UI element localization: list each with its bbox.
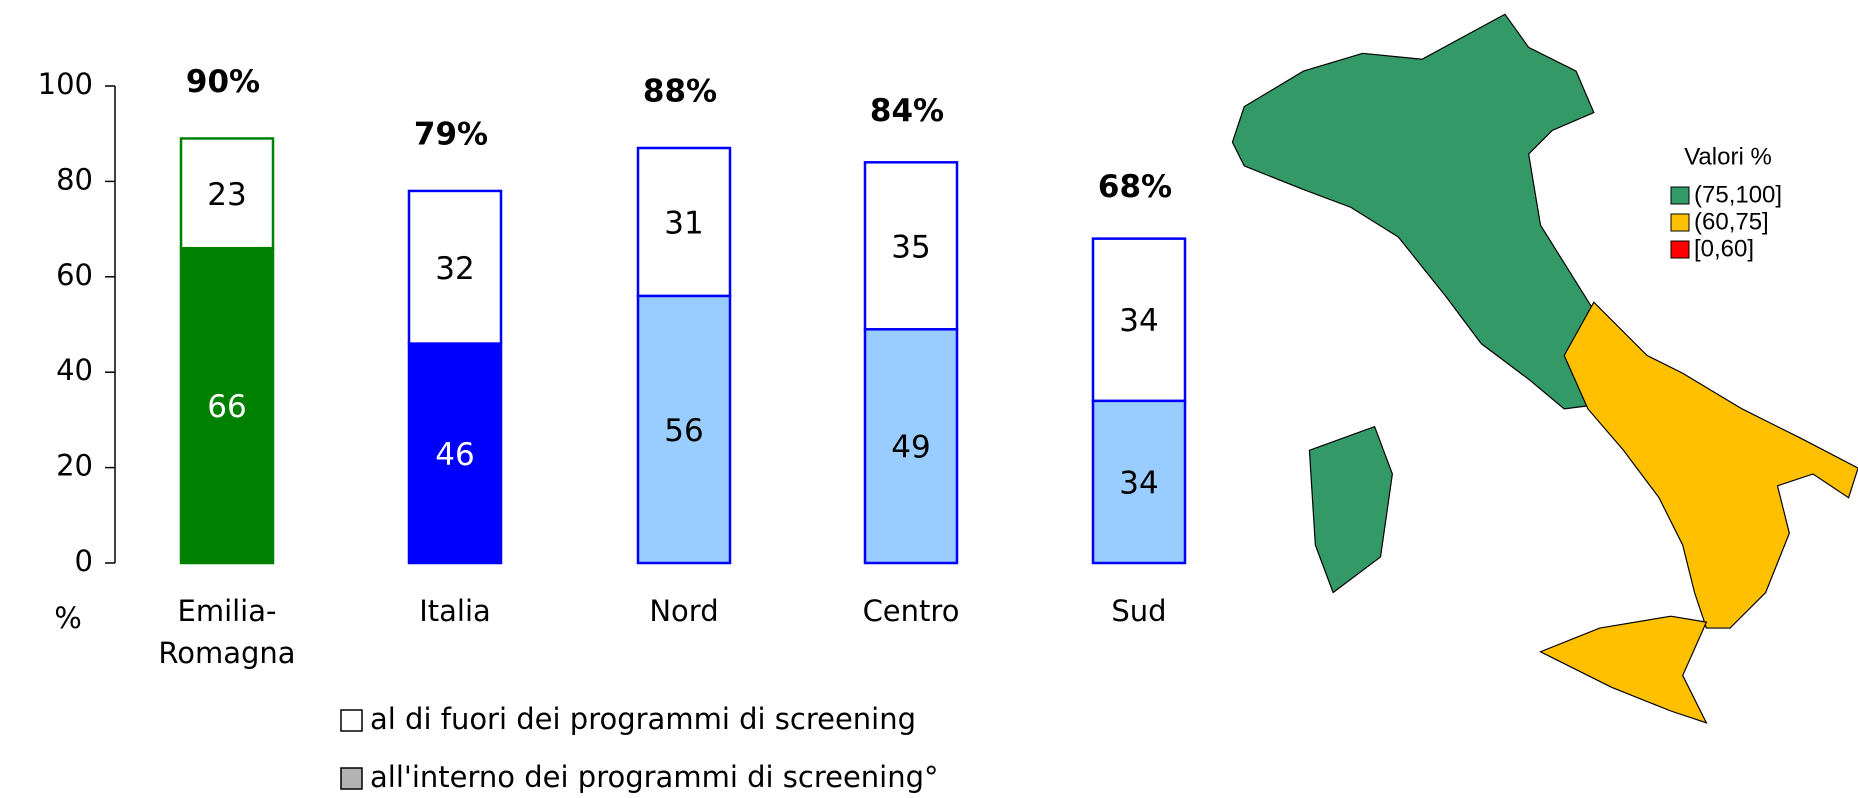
map-legend-label: (60,75] (1694, 208, 1769, 235)
bar-segment (179, 246, 275, 565)
bar-value-label: 31 (664, 205, 703, 241)
map-region-south (1563, 301, 1858, 629)
bar-value-label: 66 (207, 389, 246, 425)
legend-label: al di fuori dei programmi di screening (370, 702, 916, 736)
bar-value-label: 34 (1119, 303, 1158, 339)
total-label: 84% (870, 93, 944, 129)
bar-segment (636, 146, 732, 298)
x-tick-label: Sud (1111, 594, 1166, 628)
map-legend-swatch (1670, 240, 1690, 259)
y-tick-label: 60 (56, 258, 93, 292)
map-legend-title: Valori % (1684, 143, 1772, 170)
bar-value-label: 49 (891, 430, 930, 466)
y-tick-label: 40 (56, 353, 93, 387)
map-region-sardinia (1308, 425, 1393, 594)
bar-segment (1091, 399, 1187, 565)
bar-segment (179, 137, 275, 250)
bar-segment (863, 161, 959, 331)
y-tick-label: 100 (38, 67, 93, 101)
bar-segment (1091, 237, 1187, 403)
x-tick-label: Italia (419, 594, 491, 628)
map-legend-label: (75,100] (1694, 181, 1782, 208)
bar-value-label: 23 (207, 177, 246, 213)
x-tick-label: Nord (649, 594, 718, 628)
bar-value-label: 32 (435, 251, 474, 287)
legend-swatch (340, 709, 363, 732)
y-axis-label: % (54, 601, 82, 635)
bar-value-label: 35 (891, 229, 930, 265)
map-legend-swatch (1670, 213, 1690, 232)
bar-value-label: 56 (664, 413, 703, 449)
bar-segment (863, 328, 959, 565)
map-region-sicily (1539, 615, 1708, 724)
x-tick-label: Emilia-Romagna (158, 594, 295, 670)
total-label: 88% (643, 74, 717, 110)
bar-value-label: 46 (435, 437, 474, 473)
legend-swatch (340, 767, 363, 790)
bar-segment (407, 189, 503, 345)
total-label: 79% (414, 117, 488, 153)
y-tick-label: 20 (56, 449, 93, 483)
total-label: 90% (186, 64, 260, 100)
x-tick-label: Centro (863, 594, 960, 628)
legend-label: all'interno dei programmi di screening° (370, 760, 939, 794)
map-legend-label: [0,60] (1694, 235, 1754, 262)
italy-map (1231, 13, 1858, 724)
bar-value-label: 34 (1119, 465, 1158, 501)
y-tick-label: 0 (75, 544, 93, 578)
map-legend-swatch (1670, 186, 1690, 205)
y-tick-label: 80 (56, 162, 93, 196)
total-label: 68% (1098, 169, 1172, 205)
